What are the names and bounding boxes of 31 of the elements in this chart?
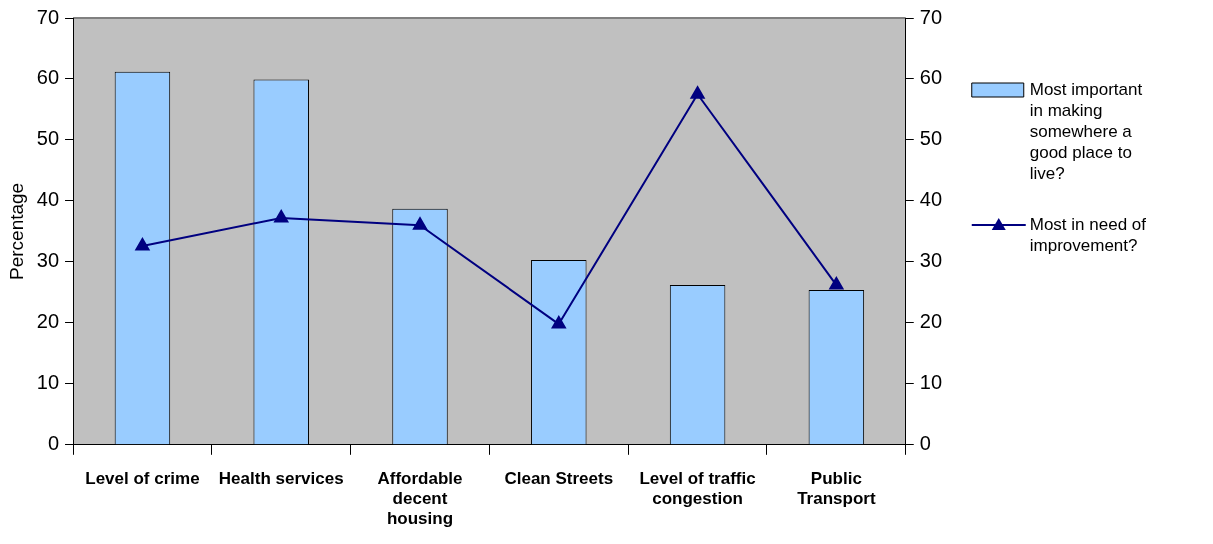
- legend-label: Most in need of improvement?: [1029, 215, 1147, 256]
- y-tick-label: 70: [36, 5, 60, 28]
- point: [274, 209, 289, 223]
- point: [135, 238, 150, 251]
- y2-tick-label: 0: [919, 432, 931, 455]
- y-axis-title: Percentage: [5, 182, 27, 280]
- y-tick-label: 0: [47, 432, 60, 455]
- y2-tick-label: 20: [919, 310, 942, 333]
- y-tick-label: 30: [36, 249, 60, 272]
- x-tick-label: Public Transport: [797, 468, 876, 509]
- y2-tick-label: 30: [919, 249, 942, 272]
- y-tick-label: 10: [36, 371, 60, 394]
- x-tick-label: Level of traffic congestion: [639, 468, 756, 509]
- point: [690, 86, 705, 99]
- legend-label: Most important in making somewhere a good place to live?: [1029, 80, 1143, 184]
- y2-tick-label: 70: [919, 5, 942, 28]
- y-tick-label: 50: [36, 127, 60, 150]
- point: [551, 316, 566, 329]
- point: [829, 277, 844, 290]
- x-tick-label: Affordable decent housing: [377, 468, 463, 529]
- y-tick-label: 20: [36, 310, 60, 333]
- y2-tick-label: 40: [919, 188, 942, 211]
- x-tick-label: Level of crime: [85, 468, 200, 488]
- y2-tick-label: 60: [919, 66, 942, 89]
- x-tick-label: Health services: [218, 468, 344, 488]
- y2-tick-label: 10: [919, 371, 942, 394]
- y2-tick-label: 50: [919, 127, 942, 150]
- point: [412, 217, 428, 230]
- y-tick-label: 40: [36, 188, 60, 211]
- x-tick-label: Clean Streets: [504, 468, 614, 488]
- y-tick-label: 60: [36, 66, 60, 89]
